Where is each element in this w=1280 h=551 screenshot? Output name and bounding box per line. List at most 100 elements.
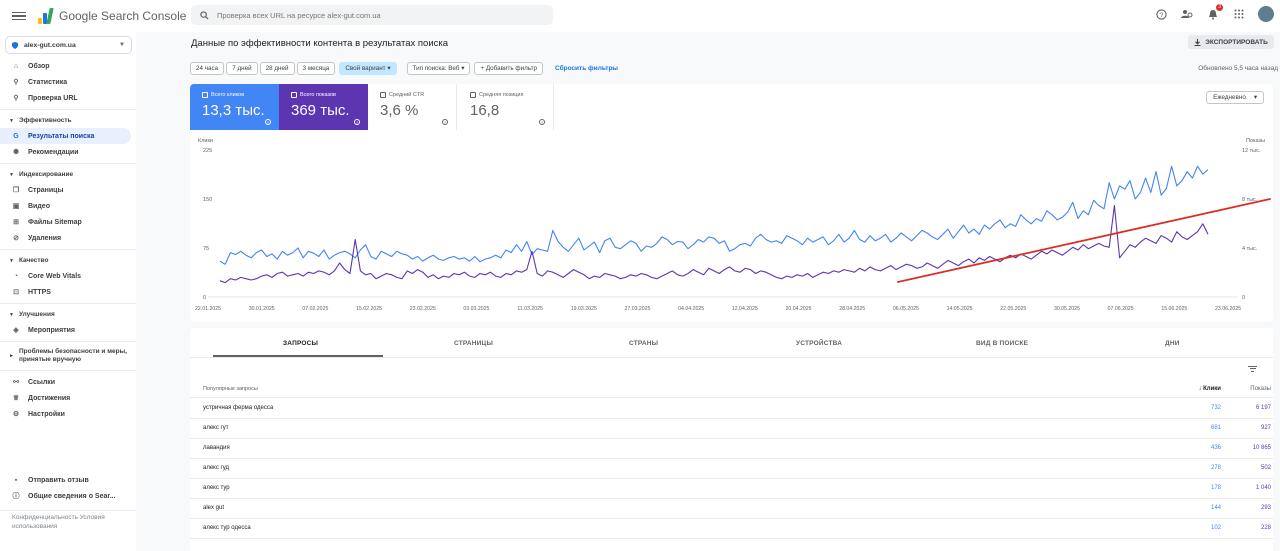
metric-average-position[interactable]: Средняя позиция 16,8 ? — [458, 84, 554, 130]
tab-2[interactable]: СТРАНЫ — [629, 340, 659, 347]
divider — [0, 163, 136, 164]
sidebar-item-feedback[interactable]: ▪ Отправить отзыв — [0, 472, 131, 488]
export-button[interactable]: ЭКСПОРТИРОВАТЬ — [1188, 35, 1274, 49]
custom-range-chip[interactable]: Свой вариант ▾ — [339, 62, 397, 75]
help-icon[interactable]: ? — [265, 119, 271, 125]
query-cell: лавандия — [203, 445, 230, 451]
account-avatar[interactable] — [1258, 6, 1274, 22]
sidebar-item-about[interactable]: ⓘ Общие сведения о Sear... — [12, 492, 116, 501]
section-quality[interactable]: ▼ Качество — [9, 257, 49, 264]
sidebar-item-removals[interactable]: ⊘ Удаления — [13, 234, 62, 243]
table-row[interactable]: алекс тур одесса 102 228 — [190, 519, 1273, 539]
x-tick-label: 30.05.2025 — [1054, 306, 1080, 312]
sidebar-item-achievements[interactable]: ♕ Достижения — [12, 394, 71, 403]
google-g-icon: G — [13, 132, 19, 140]
trophy-icon: ♕ — [12, 395, 20, 402]
users-settings-icon[interactable] — [1180, 7, 1194, 21]
table-row[interactable]: alex gut 144 293 — [190, 499, 1273, 519]
column-header-query[interactable]: Популярные запросы — [203, 386, 258, 392]
left-tick-label: 0 — [203, 295, 206, 301]
add-filter-button[interactable]: + Добавить фильтр — [474, 62, 543, 75]
x-tick-label: 11.03.2025 — [517, 306, 543, 312]
clicks-cell: 436 — [1210, 445, 1221, 451]
sidebar-item-settings[interactable]: ⚙ Настройки — [12, 410, 65, 419]
table-row[interactable]: устричная ферма одесса 732 6 197 — [190, 399, 1273, 419]
sidebar-item-https[interactable]: ⊡ HTTPS — [13, 288, 51, 297]
sidebar-item-events[interactable]: ◈ Мероприятия — [13, 326, 75, 335]
section-security[interactable]: ► Проблемы безопасности и меры, принятые … — [9, 348, 127, 363]
tab-5[interactable]: ДНИ — [1165, 340, 1180, 347]
search-type-chip[interactable]: Тип поиска: Веб ▾ — [406, 62, 471, 75]
metric-total-impressions[interactable]: Всего показов 369 тыс. ? — [279, 84, 368, 130]
home-icon: ⌂ — [13, 62, 19, 70]
table-row[interactable]: алекс гут 681 927 — [190, 419, 1273, 439]
chevron-down-icon: ▼ — [119, 42, 125, 48]
apps-grid-icon[interactable] — [1232, 7, 1246, 21]
granularity-select[interactable]: Ежедневно ▾ — [1206, 91, 1264, 104]
event-icon: ◈ — [13, 327, 19, 334]
column-header-impressions[interactable]: Показы — [1250, 386, 1271, 392]
logo[interactable]: Google Search Console — [36, 7, 186, 25]
tab-4[interactable]: ВИД В ПОИСКЕ — [976, 340, 1029, 347]
section-enhancements[interactable]: ▼ Улучшения — [9, 311, 55, 318]
checkbox-checked-icon[interactable] — [202, 92, 208, 98]
column-header-clicks[interactable]: ↓ Клики — [1198, 386, 1221, 392]
date-range-chip[interactable]: 28 дней — [259, 62, 295, 75]
section-indexing[interactable]: ▼ Индексирование — [9, 171, 74, 178]
trend-line-annotation — [896, 198, 1271, 283]
sidebar-item-sitemaps[interactable]: ⊞ Файлы Sitemap — [13, 218, 82, 227]
sidebar-item-search-results[interactable]: G Результаты поиска — [0, 128, 131, 144]
url-inspect-search[interactable] — [191, 5, 553, 25]
tab-3[interactable]: УСТРОЙСТВА — [796, 340, 843, 347]
left-tick-label: 150 — [203, 197, 212, 203]
table-filter-icon[interactable] — [1248, 364, 1257, 373]
table-row[interactable]: алекс гуд 278 502 — [190, 459, 1273, 479]
search-console-logo-icon — [36, 7, 54, 25]
metric-value: 13,3 тыс. — [202, 102, 265, 119]
x-tick-label: 14.05.2025 — [947, 306, 973, 312]
sidebar-item-links[interactable]: ⚯ Ссылки — [13, 378, 56, 387]
query-cell: алекс гут — [203, 425, 229, 431]
notifications-bell-icon[interactable]: 3 — [1206, 4, 1223, 21]
metric-average-ctr[interactable]: Средний CTR 3,6 % ? — [368, 84, 457, 130]
date-range-chip[interactable]: 3 месяца — [296, 62, 336, 75]
tab-1[interactable]: СТРАНИЦЫ — [454, 340, 494, 347]
sidebar-item-stats[interactable]: ⚲ Статистика — [13, 78, 68, 87]
main-menu-icon[interactable] — [12, 11, 26, 21]
tab-0[interactable]: ЗАПРОСЫ — [283, 340, 319, 347]
metric-value: 16,8 — [470, 102, 500, 119]
property-selector[interactable]: alex-gut.com.ua ▼ — [5, 36, 132, 54]
impressions-cell: 228 — [1260, 525, 1271, 531]
help-icon[interactable]: ? — [354, 119, 360, 125]
table-row[interactable]: лавандия 436 10 865 — [190, 439, 1273, 459]
search-input[interactable] — [217, 10, 537, 20]
sidebar-item-url-inspection[interactable]: ⚲ Проверка URL — [13, 94, 78, 103]
divider — [0, 303, 136, 304]
query-cell: алекс тур — [203, 485, 230, 491]
reset-filters-link[interactable]: Сбросить фильтры — [554, 65, 618, 72]
date-range-chip[interactable]: 7 дней — [226, 62, 258, 75]
help-icon[interactable]: ? — [539, 119, 545, 125]
left-tick-label: 75 — [203, 246, 209, 252]
table-row[interactable]: алекс тур 178 1 040 — [190, 479, 1273, 499]
footer-links[interactable]: Конфиденциальность Условия использования — [12, 514, 105, 530]
sidebar-item-pages[interactable]: ❐ Страницы — [12, 186, 64, 195]
x-tick-label: 07.02.2025 — [302, 306, 328, 312]
sidebar-item-core-web-vitals[interactable]: ◔ Core Web Vitals — [13, 272, 82, 280]
date-range-chip[interactable]: 24 часа — [190, 62, 225, 75]
sidebar-item-overview[interactable]: ⌂ Обзор — [13, 62, 50, 70]
x-tick-label: 23.06.2025 — [1215, 306, 1241, 312]
metric-total-clicks[interactable]: Всего кликов 13,3 тыс. ? — [190, 84, 279, 130]
lock-icon: ⊡ — [13, 289, 19, 296]
left-axis-label: Клики — [198, 138, 213, 144]
top-bar: Google Search Console ? 3 — [0, 0, 1280, 32]
help-icon[interactable]: ? — [1154, 7, 1168, 21]
sidebar-item-recommendations[interactable]: ✺ Рекомендации — [13, 148, 79, 157]
video-icon: ▣ — [12, 203, 20, 210]
sidebar-item-video[interactable]: ▣ Видео — [12, 202, 50, 211]
help-icon[interactable]: ? — [442, 119, 448, 125]
checkbox-empty-icon[interactable] — [380, 92, 386, 98]
section-performance[interactable]: ▼ Эффективность — [9, 117, 72, 124]
checkbox-empty-icon[interactable] — [470, 92, 476, 98]
checkbox-checked-icon[interactable] — [291, 92, 297, 98]
